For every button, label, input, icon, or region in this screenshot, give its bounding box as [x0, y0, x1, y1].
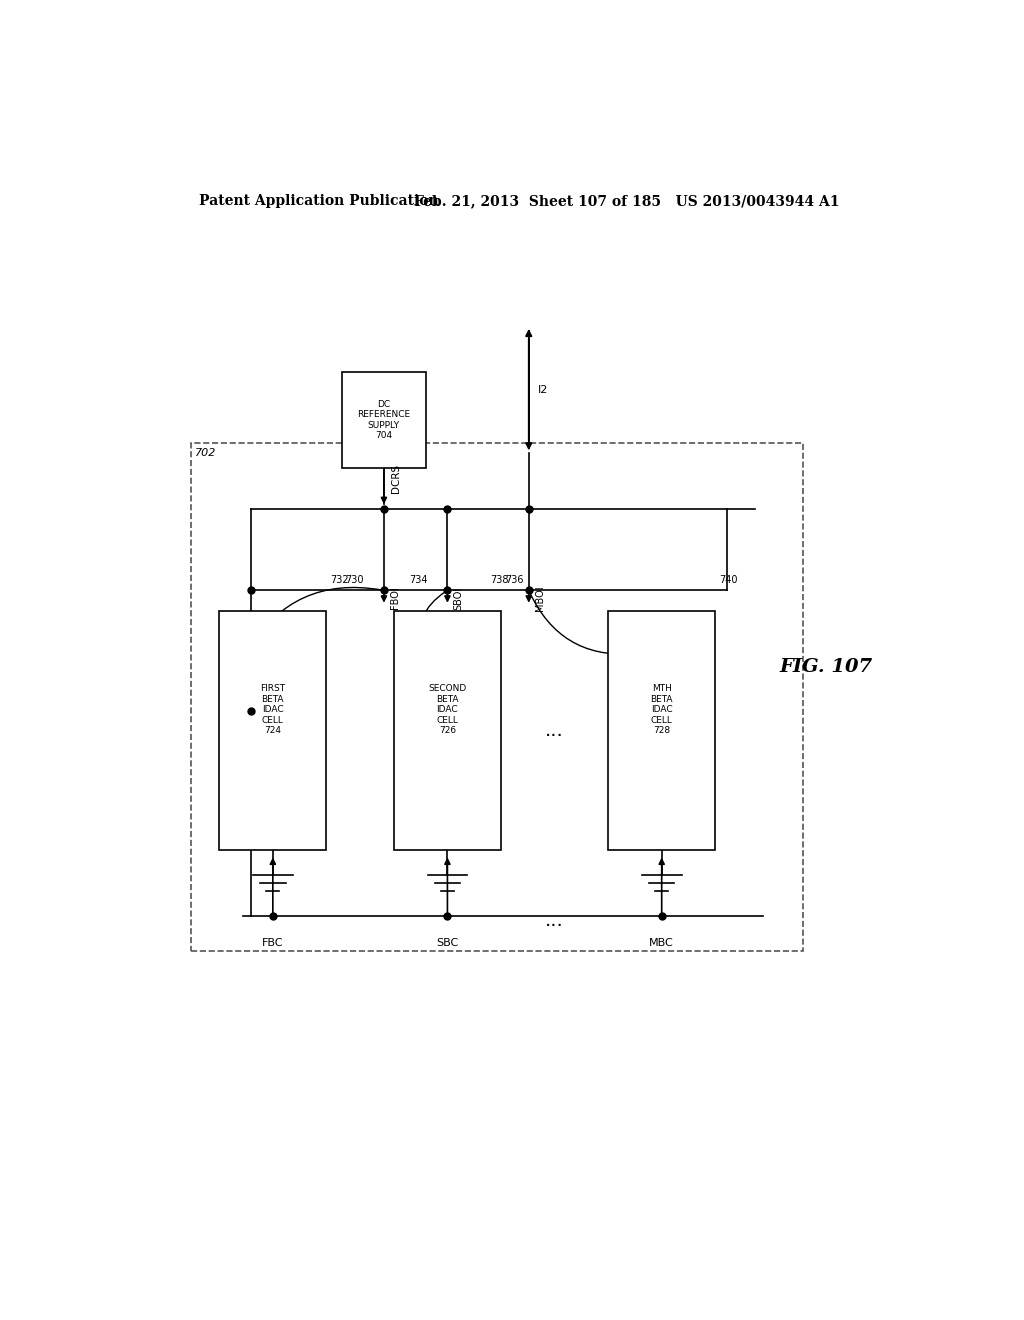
Text: Feb. 21, 2013  Sheet 107 of 185   US 2013/0043944 A1: Feb. 21, 2013 Sheet 107 of 185 US 2013/0…: [414, 194, 840, 209]
Bar: [219, 611, 327, 850]
Text: SBC: SBC: [436, 939, 459, 948]
Text: FBC: FBC: [262, 939, 284, 948]
Text: SECOND
BETA
IDAC
CELL
726: SECOND BETA IDAC CELL 726: [428, 685, 467, 735]
Text: Patent Application Publication: Patent Application Publication: [200, 194, 439, 209]
Text: 740: 740: [719, 576, 737, 585]
Text: 732: 732: [331, 576, 349, 585]
Text: DCRS: DCRS: [391, 465, 401, 494]
Text: 730: 730: [345, 576, 365, 585]
Text: DC
REFERENCE
SUPPLY
704: DC REFERENCE SUPPLY 704: [357, 400, 411, 441]
Text: 702: 702: [196, 447, 217, 458]
Text: FBOI: FBOI: [390, 586, 400, 610]
Text: 736: 736: [505, 576, 523, 585]
Bar: [608, 611, 715, 850]
Text: 738: 738: [490, 576, 509, 585]
Text: I2: I2: [539, 384, 549, 395]
Text: FIRST
BETA
IDAC
CELL
724: FIRST BETA IDAC CELL 724: [260, 685, 286, 735]
Text: ...: ...: [545, 911, 564, 931]
Text: MTH
BETA
IDAC
CELL
728: MTH BETA IDAC CELL 728: [650, 685, 673, 735]
Bar: [394, 611, 501, 850]
Text: MBC: MBC: [649, 939, 674, 948]
Bar: [191, 444, 803, 952]
Text: FIG. 107: FIG. 107: [779, 657, 873, 676]
Text: ...: ...: [545, 721, 564, 739]
Text: 734: 734: [409, 576, 428, 585]
Text: SBOI: SBOI: [454, 586, 464, 610]
Bar: [342, 372, 426, 469]
Text: MBOI: MBOI: [536, 585, 545, 611]
